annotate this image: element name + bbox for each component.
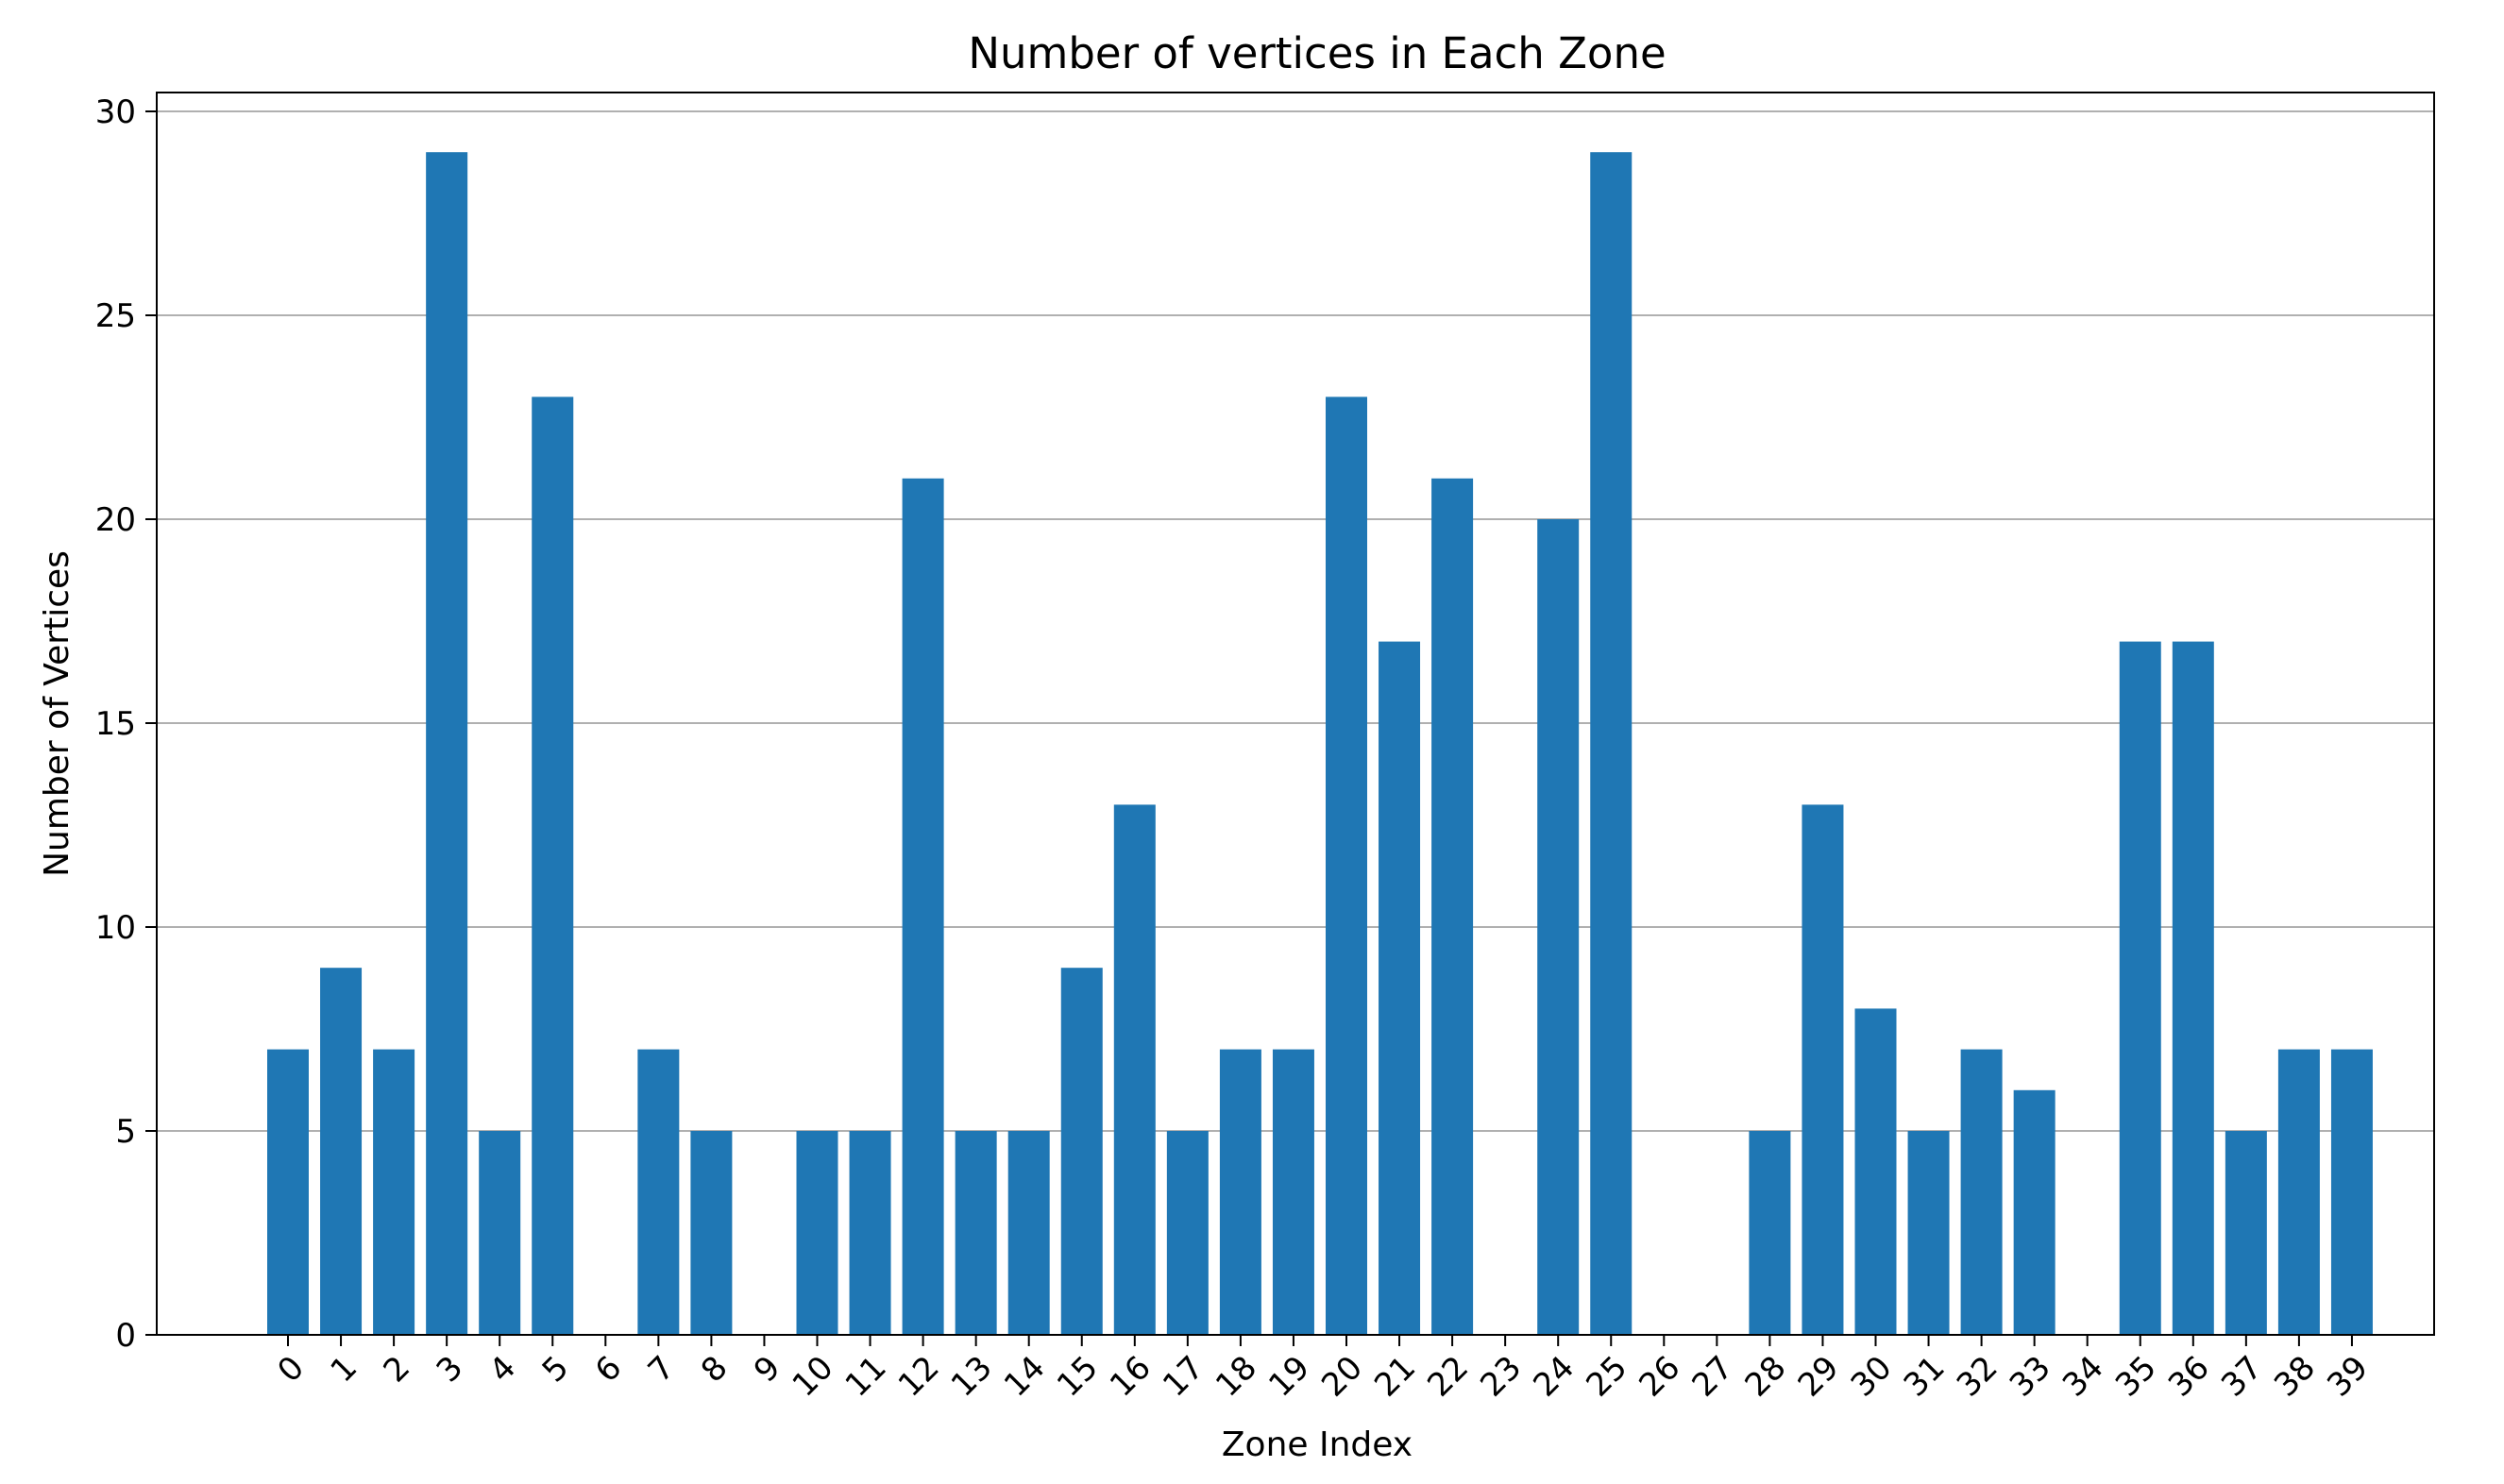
- bar-zone-19: [1272, 1049, 1314, 1335]
- x-tick-label-21: 21: [1367, 1349, 1423, 1405]
- bar-zone-28: [1749, 1131, 1791, 1335]
- bar-zone-37: [2225, 1131, 2267, 1335]
- bar-zone-17: [1166, 1131, 1209, 1335]
- x-tick-label-19: 19: [1261, 1349, 1317, 1405]
- bar-zone-11: [849, 1131, 891, 1335]
- x-tick-label-29: 29: [1791, 1349, 1847, 1405]
- bar-zone-21: [1379, 641, 1421, 1335]
- x-tick-label-0: 0: [270, 1349, 312, 1391]
- x-tick-label-28: 28: [1738, 1349, 1794, 1405]
- x-tick-label-31: 31: [1897, 1349, 1953, 1405]
- y-axis-label: Number of Vertices: [38, 550, 76, 877]
- x-tick-label-4: 4: [482, 1349, 524, 1391]
- bar-zone-25: [1590, 152, 1633, 1336]
- x-tick-label-10: 10: [786, 1349, 841, 1405]
- bar-zone-10: [796, 1131, 838, 1335]
- x-tick-label-37: 37: [2214, 1349, 2270, 1405]
- bar-zone-2: [373, 1049, 415, 1335]
- y-tick-label-10: 10: [95, 909, 136, 947]
- bar-zone-18: [1219, 1049, 1261, 1335]
- x-tick-label-20: 20: [1314, 1349, 1370, 1405]
- x-tick-label-30: 30: [1844, 1349, 1900, 1405]
- x-tick-label-7: 7: [641, 1349, 683, 1391]
- x-tick-label-16: 16: [1103, 1349, 1159, 1405]
- x-tick-label-11: 11: [838, 1349, 894, 1405]
- x-tick-label-38: 38: [2267, 1349, 2323, 1405]
- bar-zone-1: [320, 968, 363, 1335]
- y-axis-ticks: 0 5 10 15 20 25 30: [95, 93, 157, 1355]
- x-tick-label-23: 23: [1473, 1349, 1529, 1405]
- x-tick-label-33: 33: [2003, 1349, 2058, 1405]
- bar-zone-13: [955, 1131, 997, 1335]
- x-tick-label-35: 35: [2108, 1349, 2164, 1405]
- bar-zone-5: [532, 396, 574, 1335]
- bar-zone-22: [1431, 478, 1474, 1335]
- chart-title: Number of vertices in Each Zone: [968, 28, 1666, 78]
- x-tick-label-36: 36: [2161, 1349, 2217, 1405]
- x-tick-label-32: 32: [1950, 1349, 2005, 1405]
- y-tick-label-25: 25: [95, 297, 136, 335]
- bar-zone-33: [2013, 1089, 2056, 1335]
- x-tick-label-13: 13: [944, 1349, 1000, 1405]
- bar-zone-7: [637, 1049, 680, 1335]
- bar-zone-20: [1326, 396, 1367, 1335]
- x-tick-label-18: 18: [1209, 1349, 1264, 1405]
- x-tick-label-2: 2: [377, 1349, 418, 1391]
- bar-zone-8: [690, 1131, 733, 1335]
- bar-zone-39: [2330, 1049, 2373, 1335]
- bar-zone-12: [902, 478, 944, 1335]
- plot-frame: [156, 92, 2435, 1336]
- x-tick-label-22: 22: [1420, 1349, 1476, 1405]
- y-tick-label-15: 15: [95, 705, 136, 743]
- x-tick-label-1: 1: [324, 1349, 365, 1391]
- y-tick-label-0: 0: [115, 1317, 136, 1355]
- bar-zone-3: [426, 152, 468, 1336]
- y-tick-label-5: 5: [115, 1113, 136, 1151]
- bar-zone-38: [2277, 1049, 2320, 1335]
- bar-zone-36: [2172, 641, 2214, 1335]
- bar-zone-4: [479, 1131, 521, 1335]
- x-tick-label-9: 9: [747, 1349, 788, 1391]
- bars: [267, 152, 2373, 1336]
- x-tick-label-5: 5: [535, 1349, 577, 1391]
- x-tick-label-26: 26: [1633, 1349, 1688, 1405]
- bar-zone-30: [1854, 1008, 1897, 1335]
- bar-zone-0: [267, 1049, 309, 1335]
- x-tick-label-17: 17: [1156, 1349, 1211, 1405]
- bar-zone-14: [1007, 1131, 1050, 1335]
- x-tick-label-6: 6: [588, 1349, 630, 1391]
- bar-zone-35: [2119, 641, 2161, 1335]
- x-tick-label-8: 8: [694, 1349, 736, 1391]
- x-tick-label-15: 15: [1050, 1349, 1106, 1405]
- x-tick-label-25: 25: [1579, 1349, 1634, 1405]
- bar-zone-24: [1537, 519, 1580, 1335]
- x-tick-label-27: 27: [1685, 1349, 1741, 1405]
- bar-zone-15: [1060, 968, 1103, 1335]
- y-tick-label-20: 20: [95, 501, 136, 539]
- x-axis-ticks: 0 1 2 3 4 5 6 7 8 9101112131415161718192021222324…: [270, 1335, 2376, 1405]
- x-tick-label-39: 39: [2320, 1349, 2376, 1405]
- y-tick-label-30: 30: [95, 93, 136, 131]
- bar-zone-29: [1802, 804, 1844, 1335]
- x-tick-label-12: 12: [891, 1349, 947, 1405]
- x-tick-label-34: 34: [2056, 1349, 2111, 1405]
- bar-zone-31: [1907, 1131, 1950, 1335]
- x-tick-label-3: 3: [430, 1349, 471, 1391]
- bar-zone-16: [1113, 804, 1156, 1335]
- x-tick-label-14: 14: [997, 1349, 1053, 1405]
- x-axis-label: Zone Index: [1222, 1425, 1413, 1464]
- bar-zone-32: [1960, 1049, 2003, 1335]
- x-tick-label-24: 24: [1526, 1349, 1582, 1405]
